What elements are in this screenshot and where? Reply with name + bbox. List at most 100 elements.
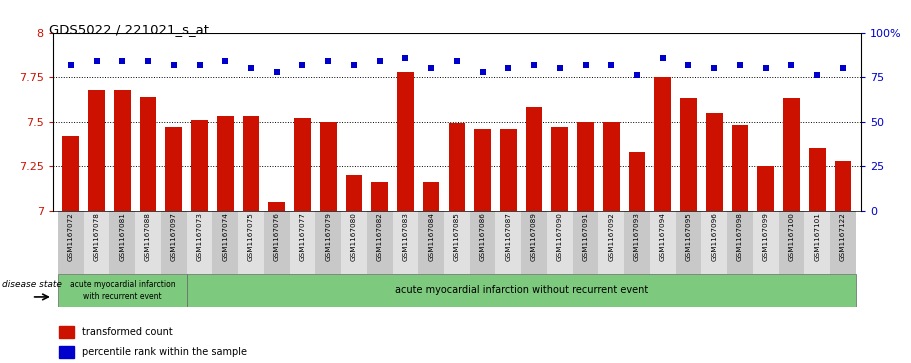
Bar: [783, 98, 800, 211]
Point: [115, 58, 129, 64]
Point: [552, 65, 567, 71]
Bar: [58, 274, 187, 307]
Bar: [109, 211, 135, 274]
Text: GSM1167085: GSM1167085: [454, 212, 460, 261]
Bar: [500, 129, 517, 211]
Text: GDS5022 / 221021_s_at: GDS5022 / 221021_s_at: [49, 23, 209, 36]
Point: [321, 58, 335, 64]
Text: GSM1167078: GSM1167078: [94, 212, 99, 261]
Text: GSM1167075: GSM1167075: [248, 212, 254, 261]
Bar: [290, 211, 315, 274]
Text: GSM1167088: GSM1167088: [145, 212, 151, 261]
Point: [655, 55, 670, 61]
Point: [707, 65, 722, 71]
Bar: [187, 274, 855, 307]
Bar: [650, 211, 676, 274]
Bar: [706, 113, 722, 211]
Text: GSM1167122: GSM1167122: [840, 212, 846, 261]
Point: [192, 62, 207, 68]
Point: [732, 62, 747, 68]
Text: GSM1167081: GSM1167081: [119, 212, 126, 261]
Bar: [834, 161, 851, 211]
Bar: [315, 211, 341, 274]
Bar: [59, 346, 74, 358]
Point: [244, 65, 259, 71]
Text: GSM1167083: GSM1167083: [403, 212, 408, 261]
Point: [347, 62, 362, 68]
Bar: [603, 122, 619, 211]
Text: GSM1167101: GSM1167101: [814, 212, 820, 261]
Point: [270, 69, 284, 75]
Text: GSM1167089: GSM1167089: [531, 212, 537, 261]
Bar: [242, 116, 260, 211]
Bar: [551, 127, 568, 211]
Point: [64, 62, 78, 68]
Point: [784, 62, 799, 68]
Text: GSM1167079: GSM1167079: [325, 212, 332, 261]
Text: GSM1167093: GSM1167093: [634, 212, 640, 261]
Text: GSM1167099: GSM1167099: [763, 212, 769, 261]
Bar: [830, 211, 855, 274]
Bar: [809, 148, 825, 211]
Text: GSM1167073: GSM1167073: [197, 212, 202, 261]
Bar: [701, 211, 727, 274]
Bar: [191, 120, 208, 211]
Bar: [521, 211, 547, 274]
Bar: [599, 211, 624, 274]
Bar: [135, 211, 161, 274]
Bar: [448, 123, 466, 211]
Bar: [372, 182, 388, 211]
Point: [578, 62, 593, 68]
Bar: [59, 326, 74, 338]
Bar: [393, 211, 418, 274]
Text: GSM1167097: GSM1167097: [170, 212, 177, 261]
Bar: [397, 72, 414, 211]
Bar: [496, 211, 521, 274]
Bar: [779, 211, 804, 274]
Bar: [418, 211, 444, 274]
Bar: [654, 77, 671, 211]
Point: [630, 73, 644, 78]
Point: [141, 58, 156, 64]
Text: acute myocardial infarction
with recurrent event: acute myocardial infarction with recurre…: [69, 280, 175, 301]
Point: [604, 62, 619, 68]
Point: [218, 58, 232, 64]
Bar: [681, 98, 697, 211]
Point: [424, 65, 438, 71]
Text: GSM1167095: GSM1167095: [685, 212, 691, 261]
Text: GSM1167074: GSM1167074: [222, 212, 229, 261]
Bar: [187, 211, 212, 274]
Bar: [166, 127, 182, 211]
Text: GSM1167080: GSM1167080: [351, 212, 357, 261]
Bar: [58, 211, 84, 274]
Bar: [341, 211, 367, 274]
Text: GSM1167077: GSM1167077: [300, 212, 305, 261]
Bar: [139, 97, 157, 211]
Bar: [114, 90, 130, 211]
Bar: [345, 175, 363, 211]
Text: GSM1167087: GSM1167087: [506, 212, 511, 261]
Point: [167, 62, 181, 68]
Point: [758, 65, 773, 71]
Bar: [269, 202, 285, 211]
Bar: [547, 211, 573, 274]
Point: [681, 62, 696, 68]
Bar: [294, 118, 311, 211]
Text: percentile rank within the sample: percentile rank within the sample: [82, 347, 247, 357]
Bar: [804, 211, 830, 274]
Text: GSM1167090: GSM1167090: [557, 212, 563, 261]
Bar: [264, 211, 290, 274]
Point: [373, 58, 387, 64]
Text: GSM1167094: GSM1167094: [660, 212, 666, 261]
Point: [450, 58, 465, 64]
Text: GSM1167091: GSM1167091: [582, 212, 589, 261]
Text: GSM1167084: GSM1167084: [428, 212, 435, 261]
Bar: [475, 129, 491, 211]
Text: GSM1167076: GSM1167076: [273, 212, 280, 261]
Point: [810, 73, 824, 78]
Text: disease state: disease state: [2, 281, 62, 289]
Bar: [727, 211, 752, 274]
Bar: [676, 211, 701, 274]
Text: GSM1167100: GSM1167100: [788, 212, 794, 261]
Bar: [624, 211, 650, 274]
